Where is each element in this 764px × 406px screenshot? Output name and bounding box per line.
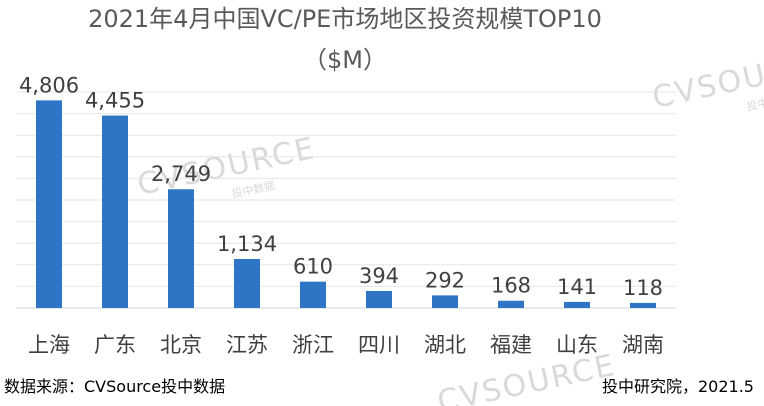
category-labels: 上海 广东 北京 江苏 浙江 四川 湖北 福建 山东 湖南 [28,333,664,357]
data-label-5: 394 [359,264,399,288]
category-label-0: 上海 [28,333,70,357]
data-label-6: 292 [425,268,465,292]
bar-5 [366,290,392,308]
data-label-1: 4,455 [85,89,145,113]
category-label-9: 湖南 [622,333,664,357]
bars [36,100,656,308]
category-label-2: 北京 [160,333,202,357]
chart-title: 2021年4月中国VC/PE市场地区投资规模TOP10 [88,5,602,33]
category-label-6: 湖北 [424,333,466,357]
bar-8 [564,301,590,308]
category-label-5: 四川 [358,333,400,357]
data-label-2: 2,749 [151,162,211,186]
category-label-7: 福建 [490,333,532,357]
publisher-note: 投中研究院，2021.5 [602,377,754,396]
data-label-0: 4,806 [19,73,79,97]
bar-6 [432,295,458,308]
watermark-topright: CVSOURCE 投中数据 [649,44,764,116]
data-label-3: 1,134 [217,232,277,256]
source-note: 数据来源：CVSource投中数据 [4,377,225,396]
bar-1 [102,115,128,308]
category-label-8: 山东 [556,333,598,357]
category-label-3: 江苏 [226,333,268,357]
category-label-1: 广东 [94,333,136,357]
data-label-9: 118 [623,276,663,300]
bar-4 [300,281,326,308]
data-label-8: 141 [557,275,597,299]
bar-2 [168,189,194,308]
bar-0 [36,100,62,308]
bar-3 [234,259,260,308]
data-label-7: 168 [491,274,531,298]
category-label-4: 浙江 [292,333,334,357]
data-label-4: 610 [293,255,333,279]
bar-9 [630,302,656,308]
chart-subtitle: （$M） [303,46,387,74]
bar-7 [498,300,524,308]
